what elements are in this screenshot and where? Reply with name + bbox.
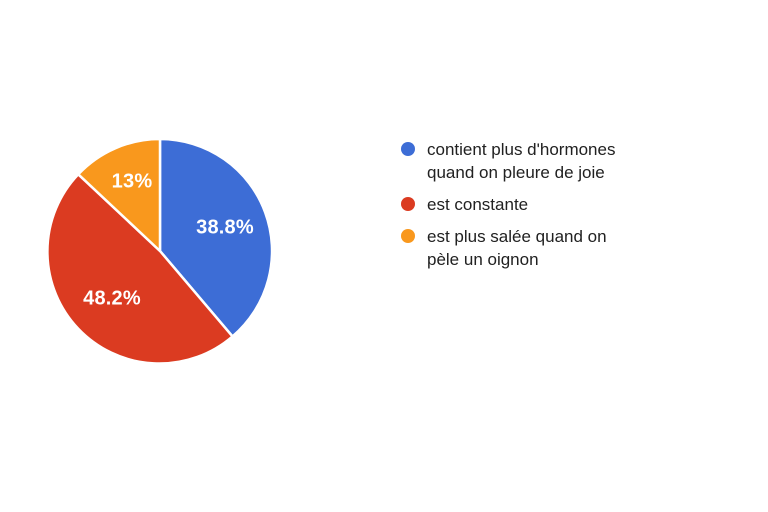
legend-item-orange: est plus salée quand on pèle un oignon [401,225,661,271]
legend-label-line: pèle un oignon [427,250,539,269]
pie-chart: 38.8% 48.2% 13% [47,138,273,364]
legend-item-red: est constante [401,193,661,216]
slice-percentage-red: 48.2% [83,287,141,310]
legend-item-blue: contient plus d'hormones quand on pleure… [401,138,661,184]
pie-slice-red[interactable] [47,173,234,364]
legend-label-line: quand on pleure de joie [427,163,605,182]
legend-label-line: est constante [427,195,529,214]
slice-percentage-blue: 38.8% [196,216,254,239]
pie-slice-orange[interactable] [77,138,162,253]
legend-dot-orange-icon [401,229,415,243]
legend-dot-blue-icon [401,142,415,156]
legend-label-line: contient plus d'hormones [427,140,616,159]
legend-label-line: est plus salée quand on [427,227,607,246]
pie-chart-svg [47,138,273,364]
slice-percentage-orange: 13% [111,170,153,193]
pie-slice-blue[interactable] [158,138,273,338]
legend-dot-red-icon [401,197,415,211]
chart-legend: contient plus d'hormones quand on pleure… [401,138,661,280]
